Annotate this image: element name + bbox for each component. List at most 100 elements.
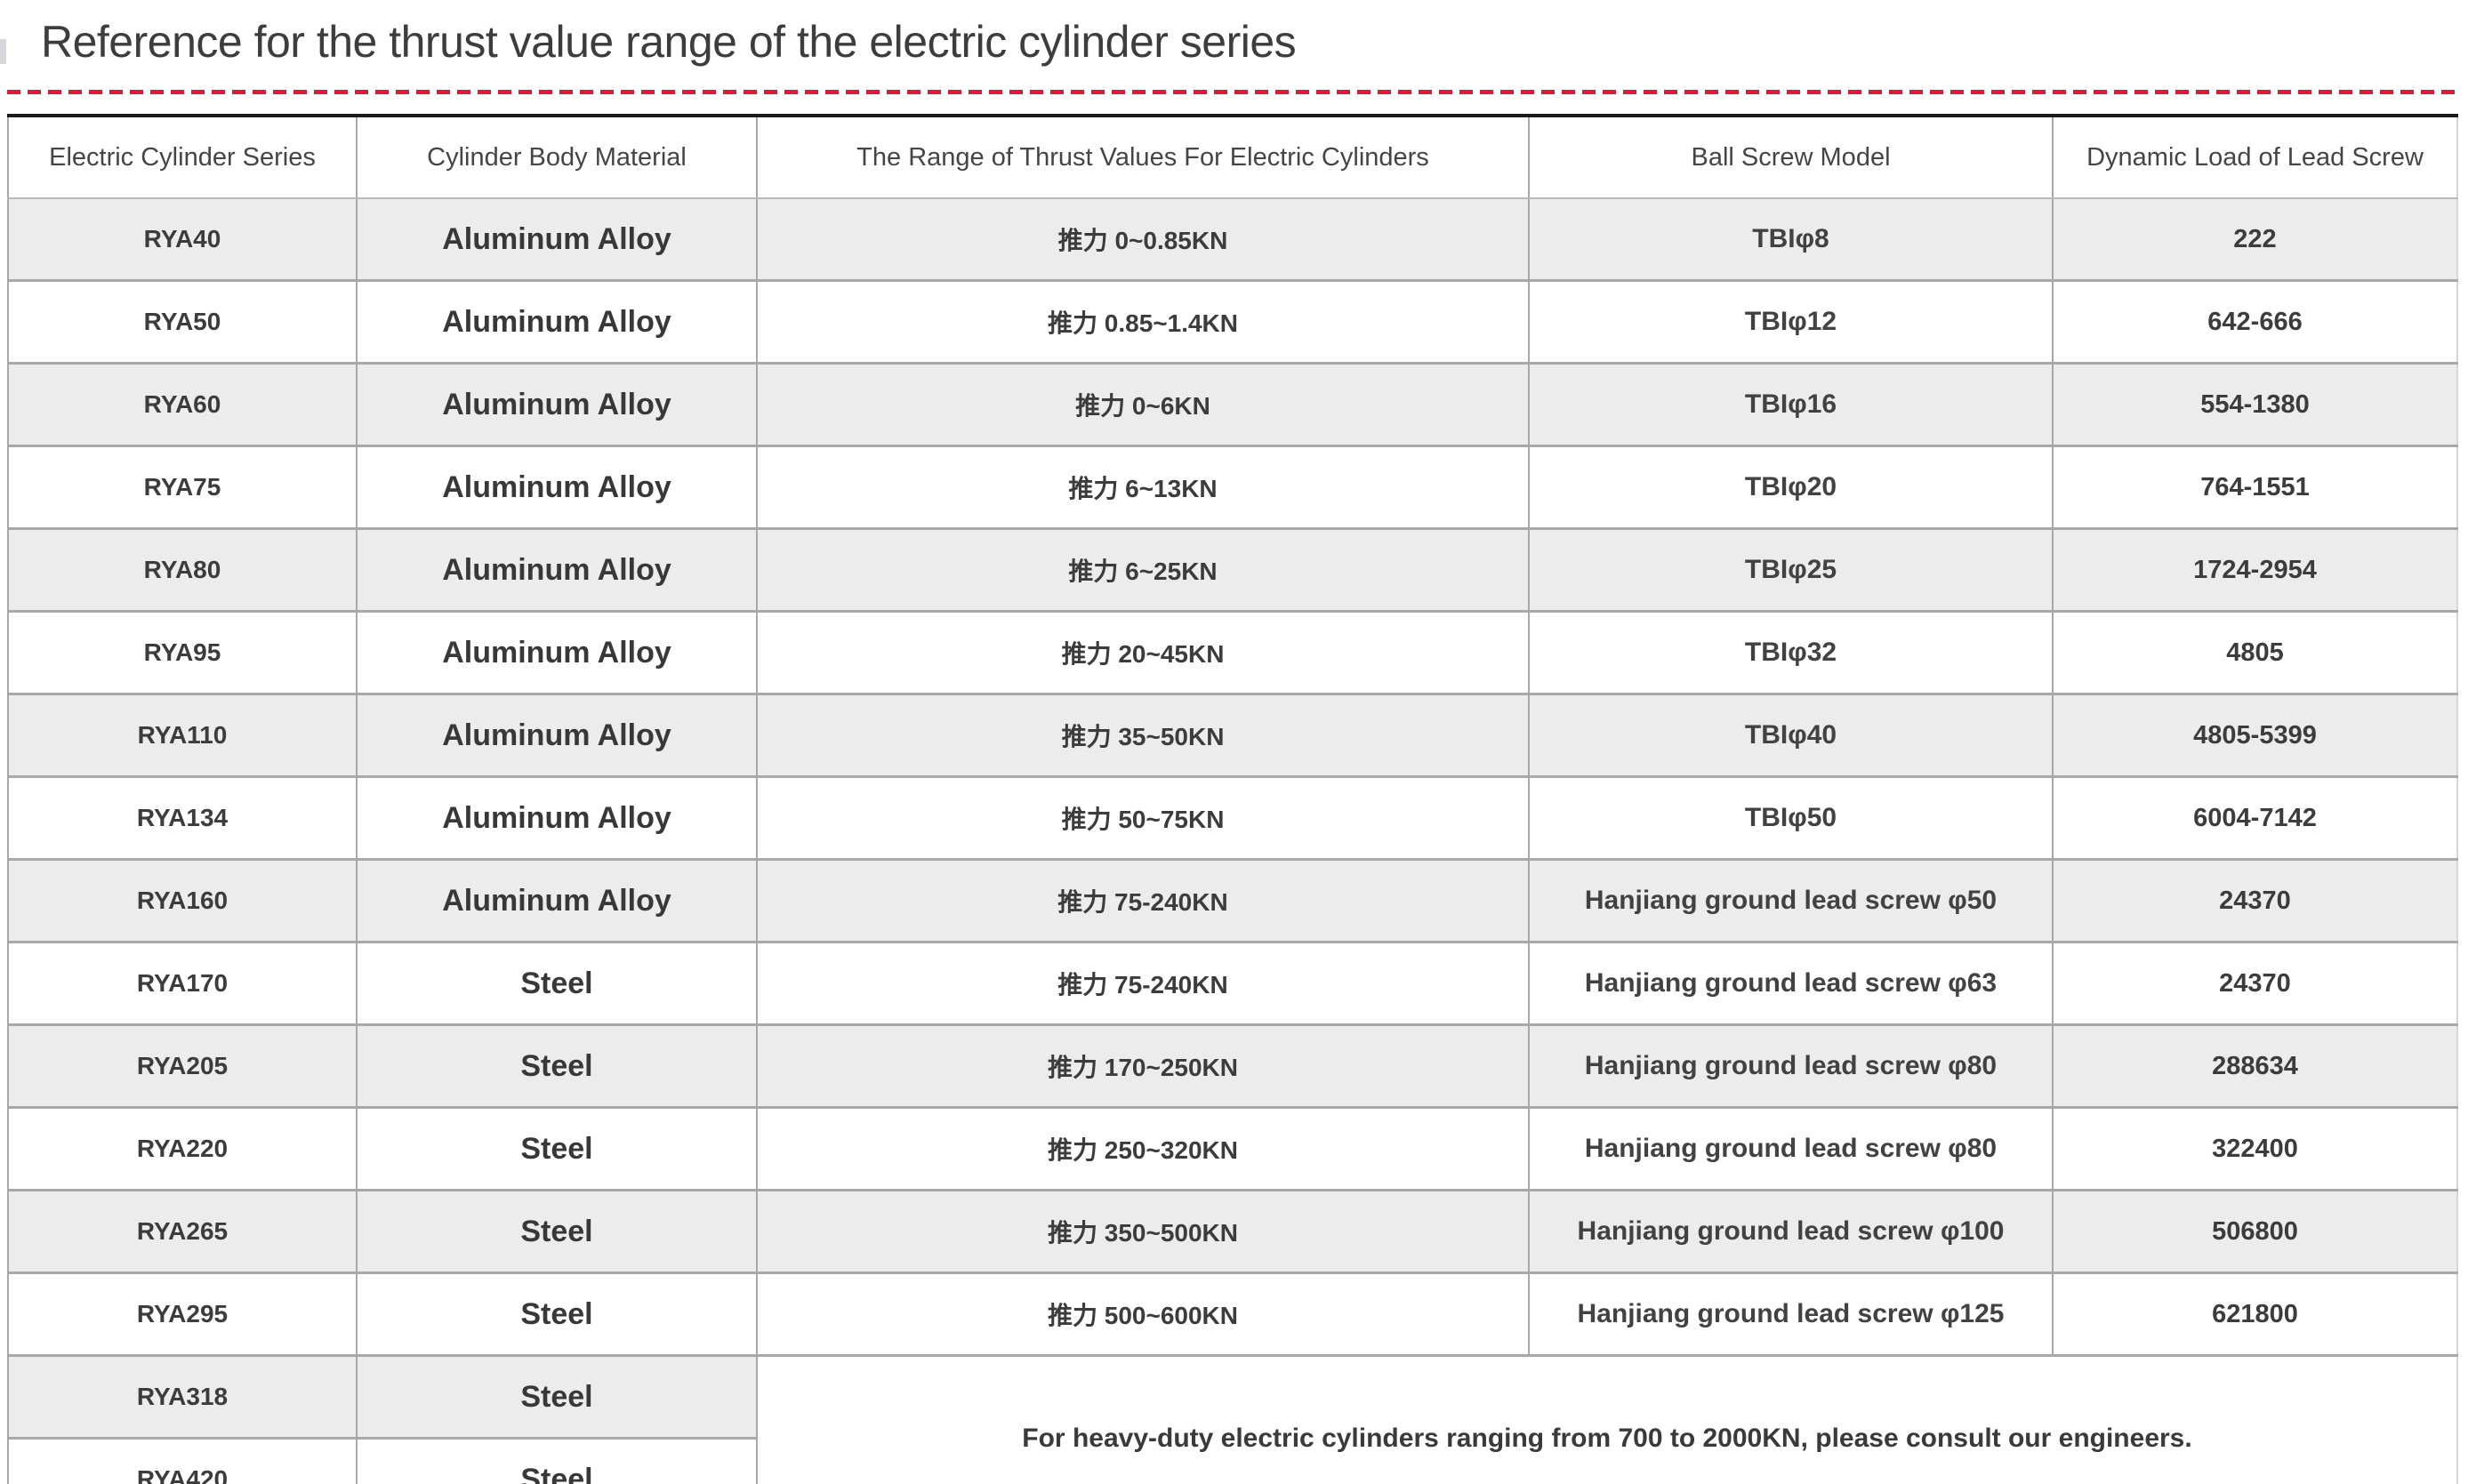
cell-material: Steel — [356, 1437, 757, 1484]
cell-material: Aluminum Alloy — [356, 610, 757, 694]
cell-thrust: 推力 75-240KN — [756, 941, 1529, 1025]
cell-load: 4805 — [2052, 610, 2457, 694]
table-row: RYA170 Steel 推力 75-240KN Hanjiang ground le… — [7, 941, 2457, 1025]
cell-thrust: 推力 350~500KN — [756, 1189, 1529, 1273]
table-row: RYA220 Steel 推力 250~320KN Hanjiang ground l… — [7, 1106, 2457, 1191]
cell-thrust: 推力 0~6KN — [756, 362, 1529, 446]
heavy-duty-note: For heavy-duty electric cylinders rangin… — [756, 1354, 2457, 1484]
cell-material: Steel — [356, 1271, 757, 1356]
column-header-series: Electric Cylinder Series — [7, 116, 357, 199]
cell-series: RYA220 — [7, 1106, 357, 1191]
table-row: RYA295 Steel 推力 500~600KN Hanjiang ground l… — [7, 1271, 2457, 1356]
cell-series: RYA95 — [7, 610, 357, 694]
cell-material: Aluminum Alloy — [356, 198, 757, 281]
table-row: RYA205 Steel 推力 170~250KN Hanjiang ground l… — [7, 1023, 2457, 1108]
cell-load: 764-1551 — [2052, 445, 2457, 529]
cell-load: 24370 — [2052, 858, 2457, 943]
table-row: RYA420 Steel — [7, 1437, 2457, 1484]
table-row: RYA50 Aluminum Alloy 推力 0.85~1.4KN TBIφ12 64… — [7, 279, 2457, 364]
cell-screw: Hanjiang ground lead screw φ63 — [1528, 941, 2053, 1025]
cell-material: Steel — [356, 1354, 757, 1439]
cell-series: RYA295 — [7, 1271, 357, 1356]
cell-screw: Hanjiang ground lead screw φ80 — [1528, 1023, 2053, 1108]
header-row: Electric Cylinder Series Cylinder Body M… — [7, 116, 2457, 199]
cell-load: 222 — [2052, 198, 2457, 281]
column-header-load: Dynamic Load of Lead Screw — [2052, 116, 2457, 199]
cell-screw: TBIφ12 — [1528, 279, 2053, 364]
table-row: RYA95 Aluminum Alloy 推力 20~45KN TBIφ32 4805 — [7, 610, 2457, 694]
cell-screw: TBIφ40 — [1528, 693, 2053, 777]
cell-screw: Hanjiang ground lead screw φ50 — [1528, 858, 2053, 943]
cell-screw: Hanjiang ground lead screw φ80 — [1528, 1106, 2053, 1191]
cell-load: 24370 — [2052, 941, 2457, 1025]
cell-series: RYA205 — [7, 1023, 357, 1108]
table-body: RYA40 Aluminum Alloy 推力 0~0.85KN TBIφ8 222 RY… — [7, 198, 2457, 1484]
table-row: RYA265 Steel 推力 350~500KN Hanjiang ground l… — [7, 1189, 2457, 1273]
cell-load: 621800 — [2052, 1271, 2457, 1356]
cell-series: RYA50 — [7, 279, 357, 364]
cell-thrust: 推力 35~50KN — [756, 693, 1529, 777]
cell-series: RYA80 — [7, 527, 357, 612]
cell-load: 4805-5399 — [2052, 693, 2457, 777]
cell-material: Steel — [356, 1106, 757, 1191]
cell-thrust: 推力 6~13KN — [756, 445, 1529, 529]
cell-thrust: 推力 0~0.85KN — [756, 198, 1529, 281]
cell-material: Aluminum Alloy — [356, 445, 757, 529]
cell-series: RYA60 — [7, 362, 357, 446]
cell-material: Aluminum Alloy — [356, 279, 757, 364]
cell-series: RYA75 — [7, 445, 357, 529]
cell-screw: TBIφ16 — [1528, 362, 2053, 446]
cell-load: 642-666 — [2052, 279, 2457, 364]
cell-material: Aluminum Alloy — [356, 362, 757, 446]
table-row: RYA318 Steel For heavy-duty electric cylin… — [7, 1354, 2457, 1484]
cell-thrust: 推力 50~75KN — [756, 775, 1529, 860]
title-divider-dashed-line — [7, 90, 2462, 94]
cell-thrust: 推力 0.85~1.4KN — [756, 279, 1529, 364]
cell-series: RYA420 — [7, 1437, 357, 1484]
cell-series: RYA40 — [7, 198, 357, 281]
table-row: RYA60 Aluminum Alloy 推力 0~6KN TBIφ16 554-138… — [7, 362, 2457, 446]
table-row: RYA80 Aluminum Alloy 推力 6~25KN TBIφ25 1724-2… — [7, 527, 2457, 612]
cell-material: Steel — [356, 941, 757, 1025]
cell-material: Aluminum Alloy — [356, 693, 757, 777]
table-header: Electric Cylinder Series Cylinder Body M… — [7, 116, 2457, 199]
thrust-reference-table: Electric Cylinder Series Cylinder Body M… — [7, 114, 2458, 1484]
cell-screw: TBIφ50 — [1528, 775, 2053, 860]
column-header-thrust: The Range of Thrust Values For Electric … — [756, 116, 1529, 199]
column-header-material: Cylinder Body Material — [356, 116, 757, 199]
cell-thrust: 推力 20~45KN — [756, 610, 1529, 694]
cell-load: 506800 — [2052, 1189, 2457, 1273]
cell-load: 322400 — [2052, 1106, 2457, 1191]
cell-series: RYA134 — [7, 775, 357, 860]
column-header-screw: Ball Screw Model — [1528, 116, 2053, 199]
cell-screw: TBIφ8 — [1528, 198, 2053, 281]
cell-screw: Hanjiang ground lead screw φ125 — [1528, 1271, 2053, 1356]
table-row: RYA160 Aluminum Alloy 推力 75-240KN Hanjiang … — [7, 858, 2457, 943]
cell-load: 6004-7142 — [2052, 775, 2457, 860]
left-edge-mark — [0, 39, 6, 64]
cell-thrust: 推力 170~250KN — [756, 1023, 1529, 1108]
cell-material: Aluminum Alloy — [356, 527, 757, 612]
table-row: RYA75 Aluminum Alloy 推力 6~13KN TBIφ20 764-15… — [7, 445, 2457, 529]
table-row: RYA40 Aluminum Alloy 推力 0~0.85KN TBIφ8 222 — [7, 198, 2457, 281]
cell-material: Steel — [356, 1023, 757, 1108]
cell-thrust: 推力 250~320KN — [756, 1106, 1529, 1191]
cell-screw: Hanjiang ground lead screw φ100 — [1528, 1189, 2053, 1273]
cell-thrust: 推力 6~25KN — [756, 527, 1529, 612]
cell-load: 554-1380 — [2052, 362, 2457, 446]
cell-series: RYA265 — [7, 1189, 357, 1273]
cell-series: RYA110 — [7, 693, 357, 777]
cell-load: 288634 — [2052, 1023, 2457, 1108]
cell-series: RYA318 — [7, 1354, 357, 1439]
cell-series: RYA160 — [7, 858, 357, 943]
cell-material: Aluminum Alloy — [356, 775, 757, 860]
table-row: RYA134 Aluminum Alloy 推力 50~75KN TBIφ50 6004… — [7, 775, 2457, 860]
cell-material: Aluminum Alloy — [356, 858, 757, 943]
cell-screw: TBIφ20 — [1528, 445, 2053, 529]
cell-load: 1724-2954 — [2052, 527, 2457, 612]
cell-series: RYA170 — [7, 941, 357, 1025]
cell-thrust: 推力 75-240KN — [756, 858, 1529, 943]
cell-screw: TBIφ25 — [1528, 527, 2053, 612]
page-title: Reference for the thrust value range of … — [41, 17, 1297, 67]
